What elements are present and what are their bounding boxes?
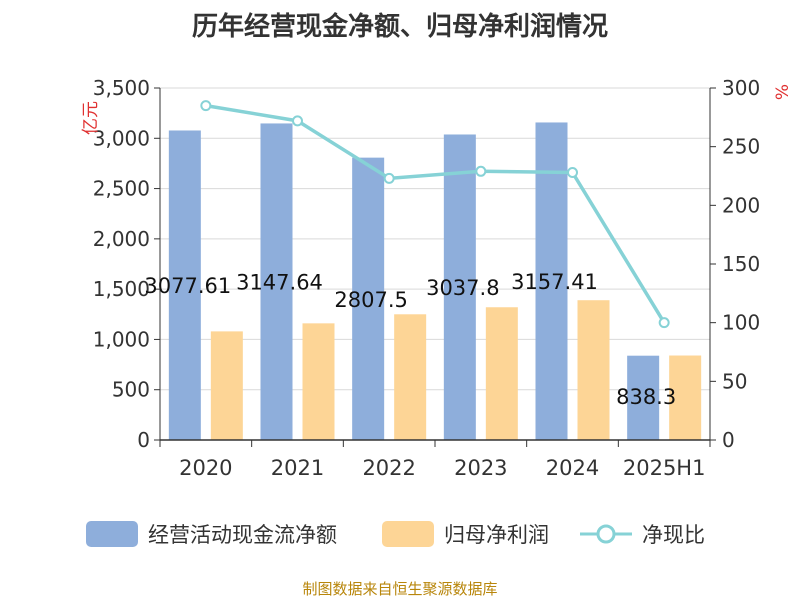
data-label-cash: 2807.5 — [334, 288, 407, 312]
ratio-point — [475, 165, 487, 177]
y-right-unit: % — [773, 84, 793, 100]
ratio-point — [383, 172, 395, 184]
y-left-tick-label: 1,500 — [93, 277, 150, 301]
data-label-cash: 3147.64 — [236, 271, 323, 295]
y-left-tick-label: 2,500 — [93, 177, 150, 201]
y-left-tick-label: 1,000 — [93, 327, 150, 351]
bar-profit — [210, 331, 243, 440]
legend-item-ratio[interactable]: 净现比 — [580, 514, 705, 554]
y-right-tick-label: 300 — [722, 76, 760, 100]
data-label-cash: 3157.41 — [511, 270, 598, 294]
x-tick-label: 2023 — [454, 456, 507, 480]
y-right-tick-label: 150 — [722, 252, 760, 276]
ratio-line — [205, 103, 666, 324]
y-right-tick-label: 200 — [722, 193, 760, 217]
y-left-tick-label: 3,500 — [93, 76, 150, 100]
bar-profit — [394, 314, 427, 440]
y-right-tick-label: 0 — [722, 428, 735, 452]
y-right-tick-label: 250 — [722, 135, 760, 159]
legend-label-cash: 经营活动现金流净额 — [148, 523, 337, 547]
x-tick-label: 2020 — [179, 456, 232, 480]
y-left-tick-label: 3,000 — [93, 126, 150, 150]
bar-profit — [669, 355, 702, 440]
bar-cash — [352, 157, 385, 440]
data-label-cash: 3077.61 — [144, 274, 231, 298]
y-left-tick-label: 2,000 — [93, 227, 150, 251]
bar-cash — [443, 134, 476, 440]
y-right-tick-label: 50 — [722, 369, 747, 393]
bar-profit — [577, 300, 610, 440]
x-tick-label: 2021 — [271, 456, 324, 480]
legend-swatch-profit — [382, 521, 434, 547]
y-left-unit: 亿元 — [81, 101, 101, 135]
x-tick-label: 2024 — [546, 456, 599, 480]
chart-title: 历年经营现金净额、归母净利润情况 — [191, 12, 608, 42]
data-source-note: 制图数据来自恒生聚源数据库 — [302, 580, 498, 598]
data-label-cash: 3037.8 — [426, 276, 499, 300]
ratio-point — [658, 317, 670, 329]
legend-label-ratio: 净现比 — [642, 523, 705, 547]
y-left-tick-label: 0 — [137, 428, 150, 452]
bar-cash — [260, 123, 293, 440]
legend-label-profit: 归母净利润 — [444, 523, 549, 547]
bar-profit — [302, 323, 335, 440]
ratio-point — [567, 166, 578, 178]
legend-line-marker-icon — [580, 524, 632, 544]
data-label-cash: 838.3 — [616, 385, 676, 409]
y-right-tick-label: 100 — [722, 311, 760, 335]
bar-cash — [168, 130, 201, 441]
ratio-point — [292, 115, 303, 127]
y-left-tick-label: 500 — [112, 378, 150, 402]
chart-legend: 经营活动现金流净额 归母净利润 净现比 — [0, 514, 800, 554]
x-tick-label: 2025H1 — [623, 456, 706, 480]
ratio-point — [200, 100, 212, 112]
x-tick-label: 2022 — [362, 456, 415, 480]
bar-profit — [485, 307, 518, 440]
bar-cash — [535, 122, 568, 440]
bar-cash — [627, 355, 660, 440]
legend-item-cash[interactable]: 经营活动现金流净额 — [86, 514, 337, 554]
legend-swatch-cash — [86, 521, 138, 547]
legend-item-profit[interactable]: 归母净利润 — [382, 514, 549, 554]
